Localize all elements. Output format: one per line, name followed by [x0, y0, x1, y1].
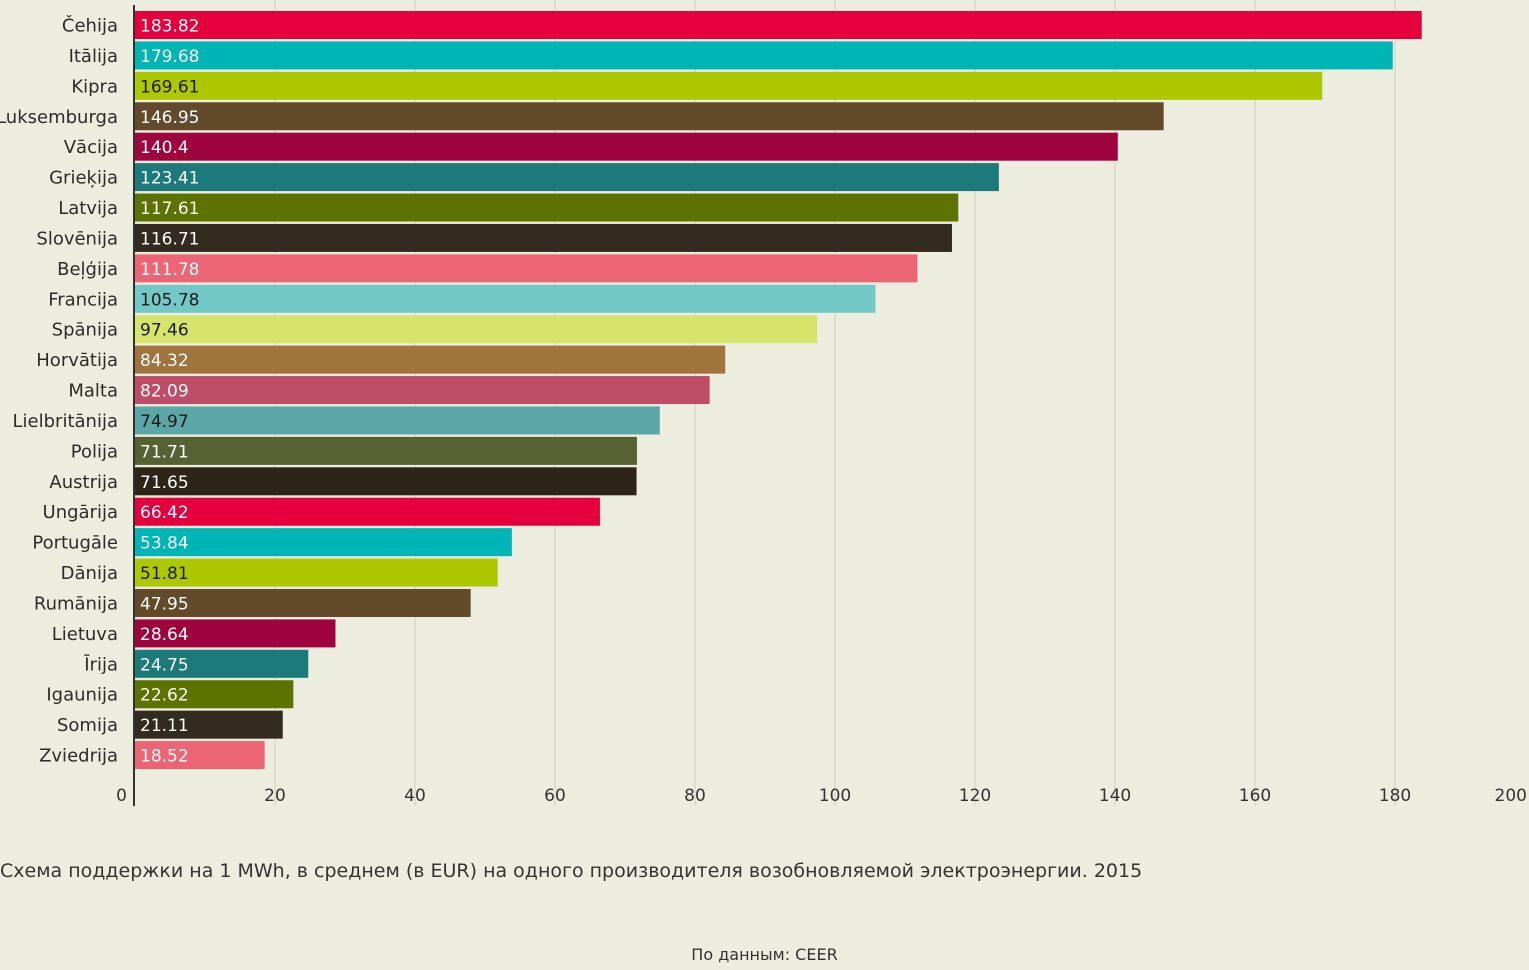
- bar: [135, 193, 959, 222]
- bar: [135, 315, 818, 344]
- value-label: 71.71: [140, 442, 189, 462]
- category-label: Luksemburga: [0, 107, 118, 128]
- bar: [135, 163, 999, 192]
- value-label: 47.95: [140, 594, 189, 614]
- x-tick-label: 180: [1379, 786, 1411, 806]
- value-label: 183.82: [140, 17, 199, 37]
- x-tick-label: 140: [1099, 786, 1131, 806]
- bar: [135, 132, 1118, 161]
- value-label: 18.52: [140, 747, 189, 767]
- x-tick-label: 80: [684, 786, 706, 806]
- category-label: Austrija: [49, 472, 118, 493]
- category-label: Polija: [71, 441, 118, 462]
- value-label: 117.61: [140, 199, 199, 219]
- value-label: 116.71: [140, 229, 199, 249]
- value-label: 179.68: [140, 47, 199, 67]
- category-label: Somija: [57, 715, 118, 736]
- bar: [135, 71, 1323, 100]
- bar: [135, 741, 265, 770]
- category-label: Dānija: [61, 563, 118, 584]
- bar: [135, 345, 726, 374]
- value-label: 146.95: [140, 108, 199, 128]
- bar: [135, 284, 876, 313]
- category-label: Latvija: [58, 198, 118, 219]
- value-label: 105.78: [140, 290, 199, 310]
- category-label: Slovēnija: [36, 228, 118, 249]
- category-label: Itālija: [69, 46, 118, 67]
- x-tick-label: 200: [1495, 786, 1527, 806]
- category-label: Malta: [68, 381, 118, 402]
- x-tick-label: 40: [404, 786, 426, 806]
- x-tick-label: 20: [264, 786, 286, 806]
- x-tick-label: 0: [116, 786, 127, 806]
- bar: [135, 710, 283, 739]
- category-label: Francija: [48, 289, 118, 310]
- bar: [135, 102, 1164, 131]
- value-label: 140.4: [140, 138, 189, 158]
- bar: [135, 467, 637, 496]
- category-label: Lietuva: [52, 624, 118, 645]
- category-label: Vācija: [64, 137, 118, 158]
- value-label: 111.78: [140, 260, 199, 280]
- bar: [135, 558, 498, 587]
- category-label: Čehija: [62, 15, 118, 37]
- value-label: 21.11: [140, 716, 189, 736]
- category-labels: Čehija Itālija Kipra Luksemburga Vācija Grieķ…: [0, 15, 118, 767]
- category-label: Grieķija: [49, 168, 118, 189]
- category-label: Lielbritānija: [13, 411, 118, 432]
- bar-chart: Čehija Itālija Kipra Luksemburga Vācija Grieķ…: [0, 0, 1527, 806]
- bar: [135, 436, 637, 465]
- bar: [135, 254, 918, 283]
- x-axis-ticks: 0 20 40 60 80 100 120 140 160 180 200: [116, 786, 1527, 806]
- bar: [135, 376, 710, 405]
- bar: [135, 406, 660, 435]
- category-label: Beļģija: [57, 259, 118, 280]
- value-label: 22.62: [140, 686, 189, 706]
- value-label: 82.09: [140, 382, 189, 402]
- source-note: По данным: CEER: [691, 945, 838, 964]
- value-label: 24.75: [140, 655, 189, 675]
- category-label: Kipra: [71, 76, 118, 97]
- bar: [135, 223, 952, 252]
- bar: [135, 11, 1422, 39]
- bar: [135, 680, 294, 709]
- value-label: 123.41: [140, 169, 199, 189]
- bar: [135, 497, 600, 526]
- bar: [135, 649, 309, 678]
- category-label: Horvātija: [36, 350, 118, 371]
- x-tick-label: 100: [819, 786, 851, 806]
- category-label: Igaunija: [46, 685, 118, 706]
- value-label: 71.65: [140, 473, 189, 493]
- value-label: 74.97: [140, 412, 189, 432]
- bar: [135, 528, 512, 557]
- category-label: Ungārija: [43, 502, 118, 523]
- bar: [135, 588, 471, 617]
- value-label: 169.61: [140, 77, 199, 97]
- value-label: 84.32: [140, 351, 189, 371]
- value-label: 66.42: [140, 503, 189, 523]
- value-label: 53.84: [140, 534, 189, 554]
- category-label: Rumānija: [34, 593, 118, 614]
- x-tick-label: 60: [544, 786, 566, 806]
- bar: [135, 41, 1393, 70]
- value-label: 97.46: [140, 321, 189, 341]
- x-tick-label: 120: [959, 786, 991, 806]
- category-label: Portugāle: [32, 533, 118, 554]
- category-label: Spānija: [52, 320, 118, 341]
- value-labels: 183.82 179.68 169.61 146.95 140.4 123.41 117.6…: [140, 17, 199, 767]
- value-label: 28.64: [140, 625, 189, 645]
- value-label: 51.81: [140, 564, 189, 584]
- category-label: Zviedrija: [39, 746, 118, 767]
- category-label: Īrija: [84, 653, 118, 675]
- chart-caption: Схема поддержки на 1 MWh, в среднем (в E…: [0, 860, 1143, 882]
- bars: [135, 11, 1422, 770]
- x-tick-label: 160: [1239, 786, 1271, 806]
- bar: [135, 619, 336, 648]
